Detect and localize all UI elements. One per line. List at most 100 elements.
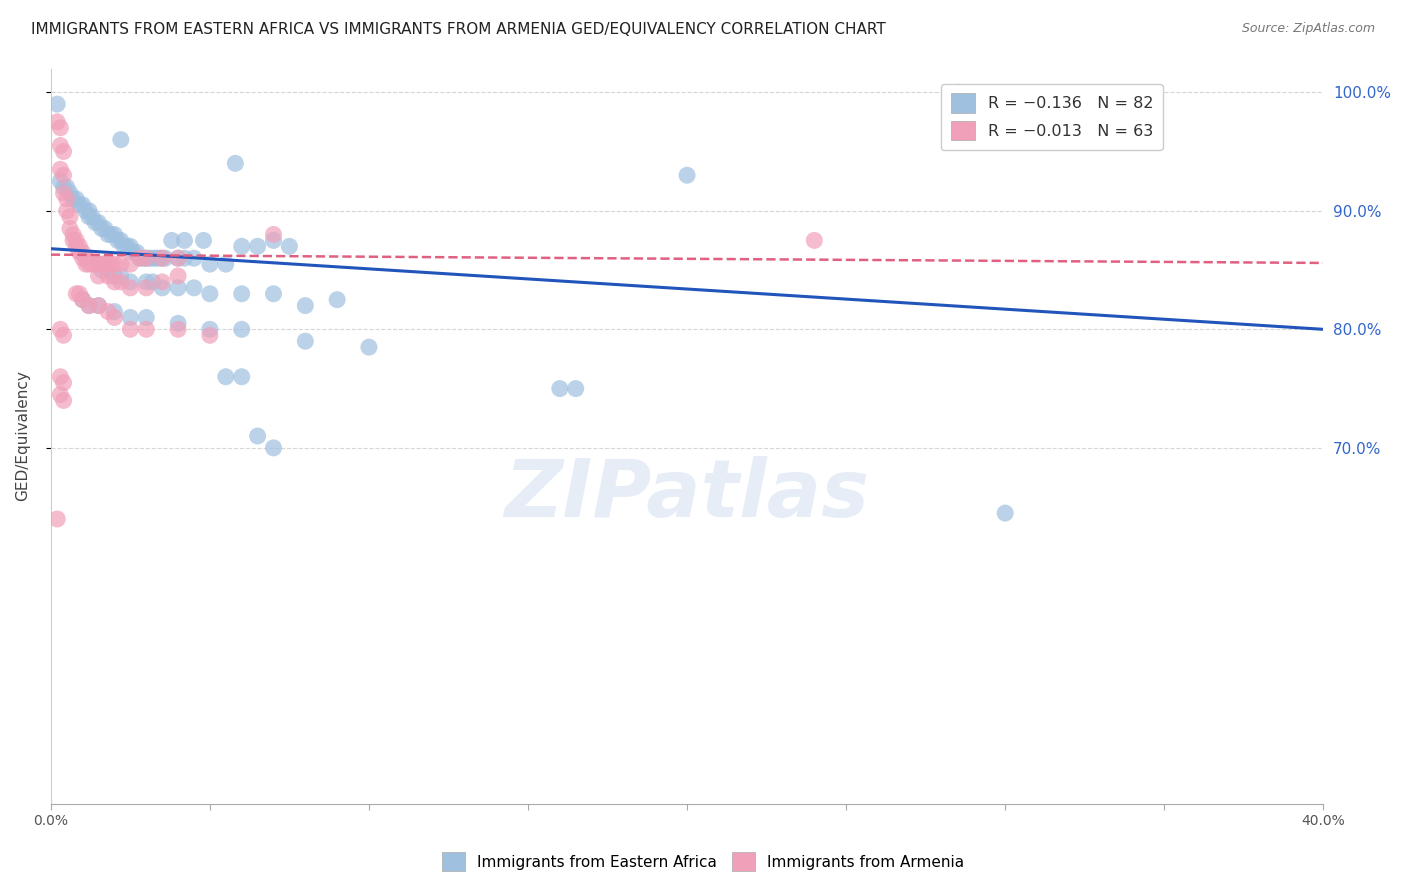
Point [107, 234, 129, 248]
Point [87, 216, 110, 230]
Point [52, 328, 75, 343]
Point [100, 227, 122, 242]
Point [183, 251, 205, 265]
Point [193, 234, 215, 248]
Point [231, 239, 253, 253]
Point [52, 168, 75, 182]
Point [103, 310, 125, 325]
Point [564, 382, 586, 396]
Point [129, 251, 152, 265]
Point [120, 322, 142, 336]
Point [77, 257, 100, 271]
Point [59, 186, 82, 200]
Point [122, 245, 145, 260]
Point [72, 293, 94, 307]
Point [62, 227, 84, 242]
Point [278, 239, 301, 253]
Point [87, 299, 110, 313]
Point [173, 251, 195, 265]
Point [100, 257, 122, 271]
Point [87, 268, 110, 283]
Point [103, 275, 125, 289]
Point [120, 275, 142, 289]
Point [90, 263, 112, 277]
Point [110, 257, 132, 271]
Point [263, 286, 285, 301]
Point [49, 138, 72, 153]
Point [62, 234, 84, 248]
Point [231, 369, 253, 384]
Text: Source: ZipAtlas.com: Source: ZipAtlas.com [1241, 22, 1375, 36]
Point [46, 115, 69, 129]
Point [167, 317, 190, 331]
Point [215, 257, 238, 271]
Point [72, 245, 94, 260]
Point [263, 234, 285, 248]
Point [294, 299, 316, 313]
Point [59, 210, 82, 224]
Text: ZIPatlas: ZIPatlas [505, 456, 869, 533]
Point [120, 310, 142, 325]
Point [167, 251, 190, 265]
Point [135, 251, 157, 265]
Point [198, 286, 221, 301]
Point [52, 393, 75, 408]
Point [115, 239, 138, 253]
Point [82, 210, 104, 224]
Point [138, 251, 160, 265]
Legend: R = −0.136   N = 82, R = −0.013   N = 63: R = −0.136 N = 82, R = −0.013 N = 63 [941, 84, 1163, 150]
Point [97, 263, 120, 277]
Point [994, 506, 1017, 520]
Point [198, 328, 221, 343]
Point [167, 322, 190, 336]
Point [198, 322, 221, 336]
Point [46, 512, 69, 526]
Point [167, 251, 190, 265]
Point [103, 227, 125, 242]
Point [135, 281, 157, 295]
Point [69, 198, 91, 212]
Point [103, 304, 125, 318]
Point [49, 387, 72, 401]
Point [49, 369, 72, 384]
Point [326, 293, 349, 307]
Point [49, 174, 72, 188]
Point [135, 322, 157, 336]
Point [55, 180, 77, 194]
Point [55, 203, 77, 218]
Point [142, 251, 165, 265]
Point [97, 268, 120, 283]
Point [150, 251, 173, 265]
Point [65, 234, 87, 248]
Point [231, 286, 253, 301]
Point [183, 281, 205, 295]
Point [132, 251, 155, 265]
Point [135, 251, 157, 265]
Point [294, 334, 316, 348]
Point [77, 210, 100, 224]
Point [97, 257, 120, 271]
Point [357, 340, 380, 354]
Point [946, 85, 969, 99]
Point [150, 251, 173, 265]
Point [97, 227, 120, 242]
Point [263, 441, 285, 455]
Point [87, 299, 110, 313]
Point [803, 234, 825, 248]
Point [224, 156, 246, 170]
Point [231, 322, 253, 336]
Point [49, 120, 72, 135]
Point [110, 268, 132, 283]
Point [52, 186, 75, 200]
Point [94, 257, 117, 271]
Legend: Immigrants from Eastern Africa, Immigrants from Armenia: Immigrants from Eastern Africa, Immigran… [436, 847, 970, 877]
Text: IMMIGRANTS FROM EASTERN AFRICA VS IMMIGRANTS FROM ARMENIA GED/EQUIVALENCY CORREL: IMMIGRANTS FROM EASTERN AFRICA VS IMMIGR… [31, 22, 886, 37]
Point [97, 304, 120, 318]
Point [90, 257, 112, 271]
Point [150, 281, 173, 295]
Point [120, 257, 142, 271]
Point [65, 239, 87, 253]
Point [145, 251, 167, 265]
Point [120, 281, 142, 295]
Point [69, 239, 91, 253]
